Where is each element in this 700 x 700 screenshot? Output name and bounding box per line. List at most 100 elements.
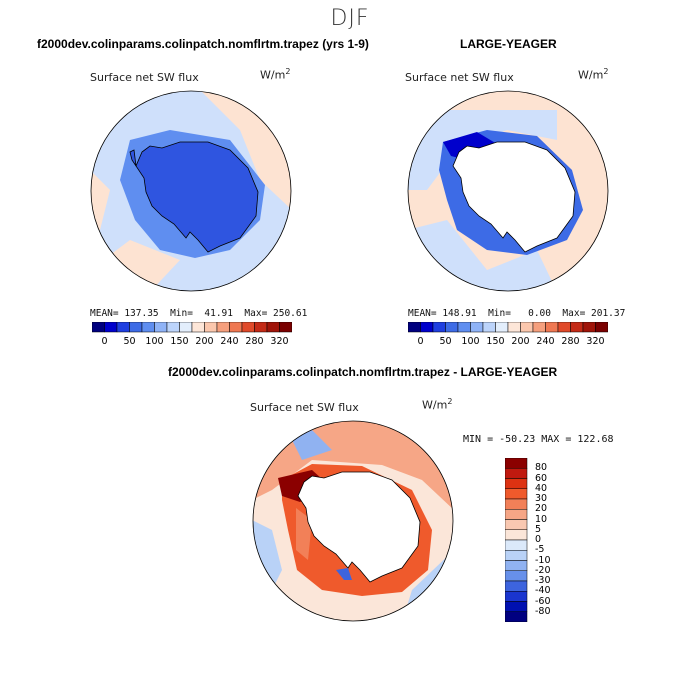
colorbar-swatch xyxy=(505,580,528,592)
panel3-variable-label: Surface net SW flux xyxy=(250,401,359,414)
colorbar-swatch xyxy=(520,322,534,333)
colorbar-swatch xyxy=(191,322,205,333)
colorbar-tick-label: 60 xyxy=(535,472,548,484)
colorbar-swatch xyxy=(545,322,559,333)
colorbar-swatch xyxy=(457,322,471,333)
colorbar-tick-label: 240 xyxy=(536,336,555,347)
colorbar-tick-label: 200 xyxy=(511,336,530,347)
panel2-stats: MEAN= 148.91 Min= 0.00 Max= 201.37 xyxy=(408,308,626,319)
colorbar-tick-label: 280 xyxy=(245,336,264,347)
season-title: DJF xyxy=(330,6,370,31)
colorbar-tick-label: 30 xyxy=(535,493,548,504)
colorbar-swatch xyxy=(532,322,546,333)
colorbar-swatch xyxy=(505,601,528,612)
panel1-title: f2000dev.colinparams.colinpatch.nomflrtm… xyxy=(37,37,369,51)
panel3-units: W/m2 xyxy=(422,397,453,412)
colorbar-swatch xyxy=(505,591,528,602)
colorbar-swatch xyxy=(254,322,268,333)
panel2-units: W/m2 xyxy=(578,67,609,82)
colorbar-tick-label: 320 xyxy=(586,336,605,347)
panel2-variable-label: Surface net SW flux xyxy=(405,71,514,84)
colorbar-tick-label: 10 xyxy=(535,513,548,525)
colorbar-tick-label: 200 xyxy=(195,336,214,347)
colorbar-swatch xyxy=(179,322,193,333)
colorbar-tick-label: 320 xyxy=(270,336,289,347)
colorbar-swatch xyxy=(595,322,608,333)
colorbar-swatch xyxy=(505,458,528,469)
panel1-variable-label: Surface net SW flux xyxy=(90,71,199,84)
colorbar-swatch xyxy=(154,322,168,333)
colorbar-swatch xyxy=(420,322,434,333)
panel1-units: W/m2 xyxy=(260,67,291,82)
colorbar-swatch xyxy=(495,322,509,333)
colorbar-swatch xyxy=(505,611,528,622)
colorbar-tick-label: 50 xyxy=(439,336,452,347)
colorbar-tick-label: 20 xyxy=(535,503,548,515)
colorbar-tick-label: -40 xyxy=(535,585,551,597)
colorbar-swatch xyxy=(505,550,528,561)
panel1-map xyxy=(90,90,292,292)
colorbar-swatch xyxy=(582,322,596,333)
panel3-stats: MIN = -50.23 MAX = 122.68 xyxy=(463,434,614,445)
panel1-stats: MEAN= 137.35 Min= 41.91 Max= 250.61 xyxy=(90,308,308,319)
colorbar-tick-label: -30 xyxy=(535,575,551,586)
colorbar-swatch xyxy=(470,322,484,333)
panel1-colorbar xyxy=(92,322,292,333)
colorbar-swatch xyxy=(432,322,446,333)
colorbar-swatch xyxy=(408,322,421,333)
colorbar-tick-label: 150 xyxy=(486,336,505,347)
colorbar-swatch xyxy=(216,322,230,333)
colorbar-swatch xyxy=(505,488,528,500)
colorbar-tick-label: 280 xyxy=(561,336,580,347)
colorbar-swatch xyxy=(505,468,528,479)
panel2-colorbar-labels: 0 50 100 150 200 240 280 320 xyxy=(408,336,608,348)
colorbar-swatch xyxy=(129,322,143,333)
colorbar-tick-label: 0 xyxy=(535,534,542,545)
colorbar-tick-label: 80 xyxy=(535,462,548,474)
panel1-colorbar-labels: 0 50 100 150 200 240 280 320 xyxy=(92,336,292,348)
colorbar-swatch xyxy=(505,539,528,551)
colorbar-swatch xyxy=(229,322,243,333)
colorbar-swatch xyxy=(505,570,528,582)
colorbar-tick-label: -10 xyxy=(535,554,551,566)
colorbar-tick-label: 100 xyxy=(461,336,480,347)
colorbar-tick-label: 150 xyxy=(170,336,189,347)
colorbar-swatch xyxy=(141,322,155,333)
colorbar-tick-label: 50 xyxy=(123,336,136,347)
colorbar-swatch xyxy=(505,509,528,520)
colorbar-swatch xyxy=(104,322,118,333)
colorbar-swatch xyxy=(505,529,528,541)
colorbar-tick-label: 0 xyxy=(101,336,108,347)
colorbar-swatch xyxy=(505,519,528,530)
colorbar-tick-label: -5 xyxy=(535,544,545,556)
colorbar-swatch xyxy=(505,560,528,571)
colorbar-swatch xyxy=(92,322,105,333)
colorbar-swatch xyxy=(445,322,459,333)
panel2-title: LARGE-YEAGER xyxy=(460,37,557,51)
colorbar-tick-label: 100 xyxy=(145,336,164,347)
colorbar-swatch xyxy=(204,322,218,333)
colorbar-tick-label: -20 xyxy=(535,564,551,576)
panel3-colorbar-labels: 80 60 40 30 20 10 5 0 -5 -10 -20 -30 -40 -60 -80 xyxy=(535,458,575,622)
colorbar-swatch xyxy=(570,322,584,333)
panel2-map xyxy=(407,90,609,292)
colorbar-tick-label: 5 xyxy=(535,523,542,535)
colorbar-tick-label: -80 xyxy=(535,605,551,617)
colorbar-swatch xyxy=(505,498,528,510)
colorbar-swatch xyxy=(266,322,280,333)
colorbar-tick-label: 240 xyxy=(220,336,239,347)
panel3-title: f2000dev.colinparams.colinpatch.nomflrtm… xyxy=(168,365,558,379)
colorbar-tick-label: -60 xyxy=(535,595,551,607)
colorbar-swatch xyxy=(507,322,521,333)
panel3-map xyxy=(252,420,454,622)
colorbar-tick-label: 40 xyxy=(535,482,548,494)
panel2-colorbar xyxy=(408,322,608,333)
colorbar-swatch xyxy=(505,478,528,489)
colorbar-swatch xyxy=(557,322,571,333)
colorbar-swatch xyxy=(279,322,292,333)
panel3-colorbar xyxy=(505,458,528,622)
colorbar-swatch xyxy=(166,322,180,333)
colorbar-swatch xyxy=(241,322,255,333)
colorbar-tick-label: 0 xyxy=(417,336,424,347)
colorbar-swatch xyxy=(116,322,130,333)
